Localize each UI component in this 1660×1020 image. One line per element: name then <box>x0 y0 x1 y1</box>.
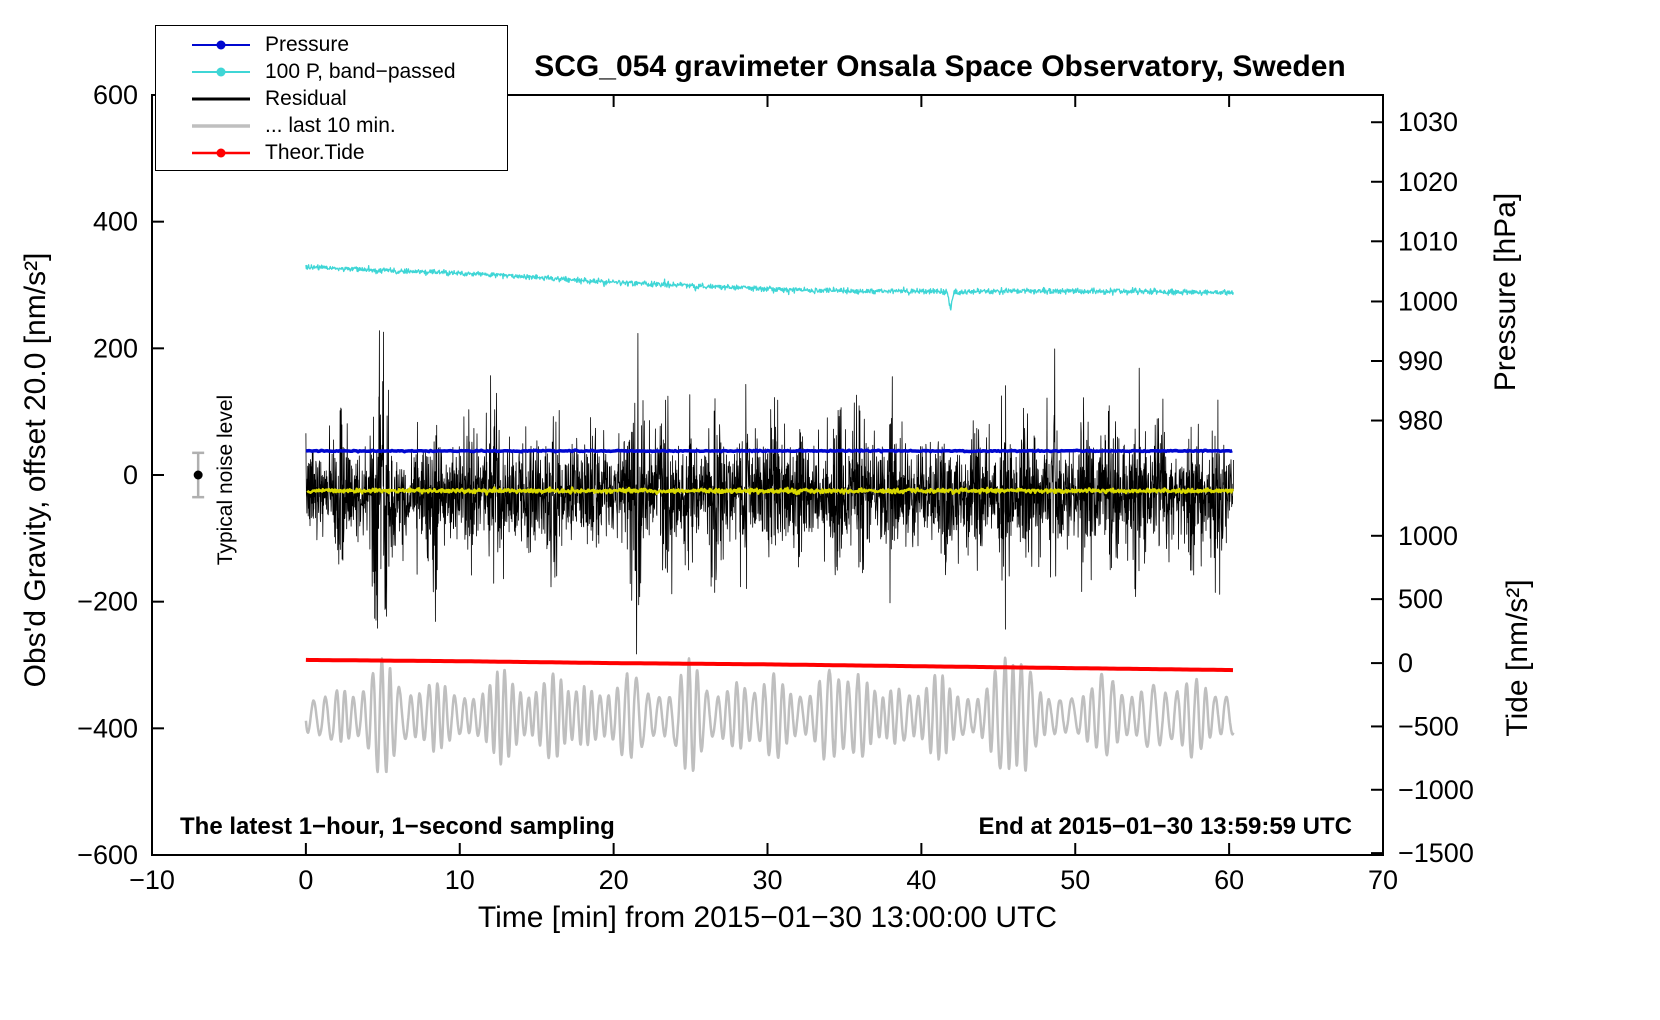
legend-swatch <box>192 67 250 76</box>
tick-label: −500 <box>1398 711 1459 741</box>
y-axis-label-tide: Tide [nm/s²] <box>1501 579 1534 737</box>
sampling-annotation: The latest 1−hour, 1−second sampling <box>180 813 615 840</box>
tick-label: −1000 <box>1398 775 1474 805</box>
series-theor-tide <box>305 657 1234 673</box>
series-pressure <box>305 448 1233 454</box>
end-time-annotation: End at 2015−01−30 13:59:59 UTC <box>978 813 1352 840</box>
y-axis-label-pressure: Pressure [hPa] <box>1489 192 1522 392</box>
legend-item-2: Residual <box>156 85 507 112</box>
legend-item-label: Pressure <box>265 32 350 56</box>
tick-label: 0 <box>298 865 313 895</box>
tick-label: 1010 <box>1398 226 1458 256</box>
tick-label: 0 <box>123 460 138 490</box>
tick-label: 1020 <box>1398 167 1458 197</box>
tick-label: −200 <box>77 587 138 617</box>
noise-dot <box>193 470 203 480</box>
tick-label: 500 <box>1398 584 1443 614</box>
legend-swatch <box>192 148 250 157</box>
series-last-10-min <box>304 656 1235 774</box>
legend-item-1: 100 P, band−passed <box>156 58 507 85</box>
tick-label: 30 <box>752 865 782 895</box>
y-axis-label-gravity: Obs'd Gravity, offset 20.0 [nm/s²] <box>19 252 52 688</box>
series-residual-mean <box>306 486 1235 496</box>
tick-label: 40 <box>906 865 936 895</box>
tick-label: 200 <box>93 333 138 363</box>
legend-item-label: ... last 10 min. <box>265 113 396 137</box>
legend-item-3: ... last 10 min. <box>156 112 507 139</box>
tick-label: 10 <box>445 865 475 895</box>
tick-label: −10 <box>129 865 175 895</box>
tick-label: 600 <box>93 80 138 110</box>
tick-label: 980 <box>1398 406 1443 436</box>
noise-level-label: Typical noise level <box>214 394 237 566</box>
series-pressure-band-passed <box>305 264 1234 311</box>
x-axis-label: Time [min] from 2015−01−30 13:00:00 UTC <box>477 901 1058 934</box>
tick-label: 60 <box>1214 865 1244 895</box>
tick-label: 1000 <box>1398 286 1458 316</box>
tick-label: −600 <box>77 840 138 870</box>
legend-item-label: Theor.Tide <box>265 140 365 164</box>
legend-swatch <box>192 97 250 100</box>
tick-label: 400 <box>93 207 138 237</box>
tick-label: 990 <box>1398 346 1443 376</box>
tick-label: −400 <box>77 713 138 743</box>
tick-label: 1030 <box>1398 107 1458 137</box>
tick-label: 50 <box>1060 865 1090 895</box>
chart-title: SCG_054 gravimeter Onsala Space Observat… <box>534 50 1346 83</box>
legend: Pressure 100 P, band−passed Residual ... la… <box>155 25 508 171</box>
legend-swatch <box>192 40 250 49</box>
tick-label: −1500 <box>1398 838 1474 868</box>
tick-label: 0 <box>1398 648 1413 678</box>
tick-label: 70 <box>1368 865 1398 895</box>
legend-swatch <box>192 123 250 128</box>
legend-item-4: Theor.Tide <box>156 139 507 166</box>
legend-item-label: Residual <box>265 86 347 110</box>
legend-item-label: 100 P, band−passed <box>265 59 456 83</box>
legend-item-0: Pressure <box>156 31 507 58</box>
tick-label: 20 <box>599 865 629 895</box>
series-residual <box>305 330 1234 655</box>
tick-label: 1000 <box>1398 521 1458 551</box>
